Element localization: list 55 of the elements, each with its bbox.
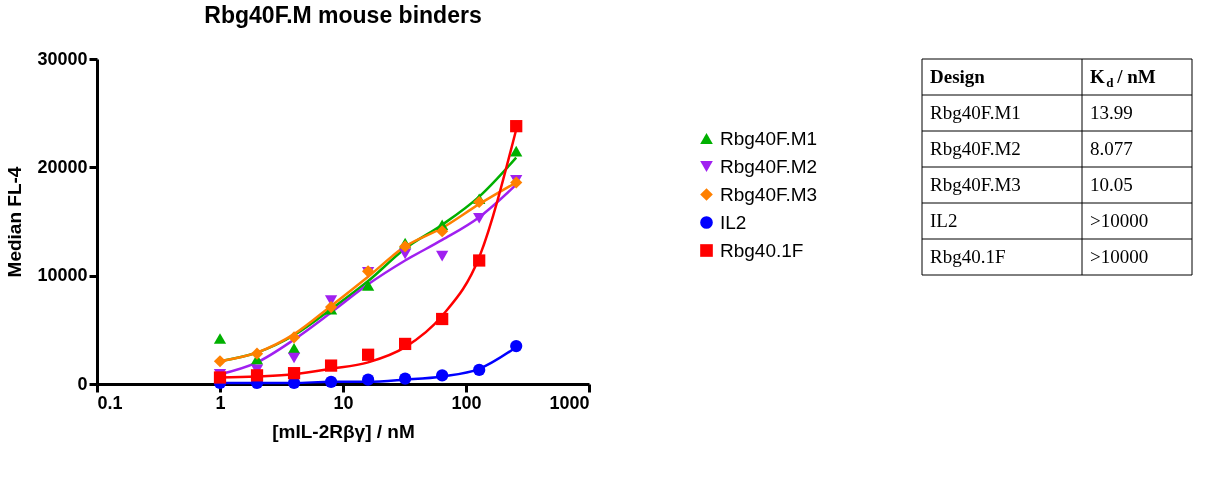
point	[436, 250, 449, 262]
text: 8.077	[1090, 138, 1133, 159]
point	[287, 331, 301, 344]
x-tick-label: 100	[451, 392, 482, 413]
text: >10000	[1090, 210, 1149, 231]
x-tick-label: 1000	[549, 392, 590, 413]
text: Rbg40F.M2	[930, 138, 1021, 159]
x-axis-title: [mIL-2Rβγ] / nM	[272, 420, 415, 442]
y-tick-label: 10000	[37, 265, 88, 286]
point	[436, 312, 449, 326]
legend-label: Rbg40F.M2	[720, 155, 818, 177]
legend-label: Rbg40.1F	[720, 239, 804, 261]
point	[510, 339, 523, 353]
text: Rbg40F.M1	[930, 102, 1021, 123]
point	[473, 254, 486, 267]
text: Rbg40.1F	[930, 246, 1006, 267]
chart-title: Rbg40F.M mouse binders	[204, 2, 482, 28]
point	[399, 372, 412, 385]
point	[324, 375, 338, 388]
legend-label: Rbg40F.M1	[720, 127, 818, 149]
text: >10000	[1090, 246, 1149, 267]
text: Design	[930, 66, 986, 87]
text: Rbg40F.M3	[930, 174, 1021, 195]
y-axis-title: Median FL-4	[4, 166, 26, 278]
text: IL2	[930, 210, 958, 231]
point	[473, 212, 486, 224]
point	[436, 225, 449, 238]
point	[510, 145, 523, 157]
point	[213, 333, 227, 344]
x-tick-label: 10	[333, 392, 354, 413]
text: 13.99	[1090, 102, 1133, 123]
point	[473, 195, 486, 209]
point	[287, 367, 301, 380]
legend-label: IL2	[720, 211, 747, 233]
point	[436, 369, 449, 382]
y-tick-label: 0	[77, 373, 88, 394]
point	[213, 355, 227, 368]
point	[287, 352, 301, 364]
point	[361, 373, 375, 386]
legend-label: Rbg40F.M3	[720, 183, 818, 205]
x-tick-label: 1	[215, 392, 226, 413]
point	[324, 359, 338, 372]
point	[250, 347, 264, 360]
point	[399, 337, 412, 351]
point	[510, 120, 523, 133]
y-tick-label: 30000	[37, 48, 88, 69]
x-tick-label: 0.1	[97, 392, 123, 413]
point	[473, 363, 486, 377]
point	[213, 371, 227, 384]
point	[361, 348, 375, 361]
point	[399, 240, 412, 253]
point	[250, 369, 264, 382]
y-tick-label: 20000	[37, 156, 88, 177]
point	[361, 280, 375, 291]
text: 10.05	[1090, 174, 1133, 195]
